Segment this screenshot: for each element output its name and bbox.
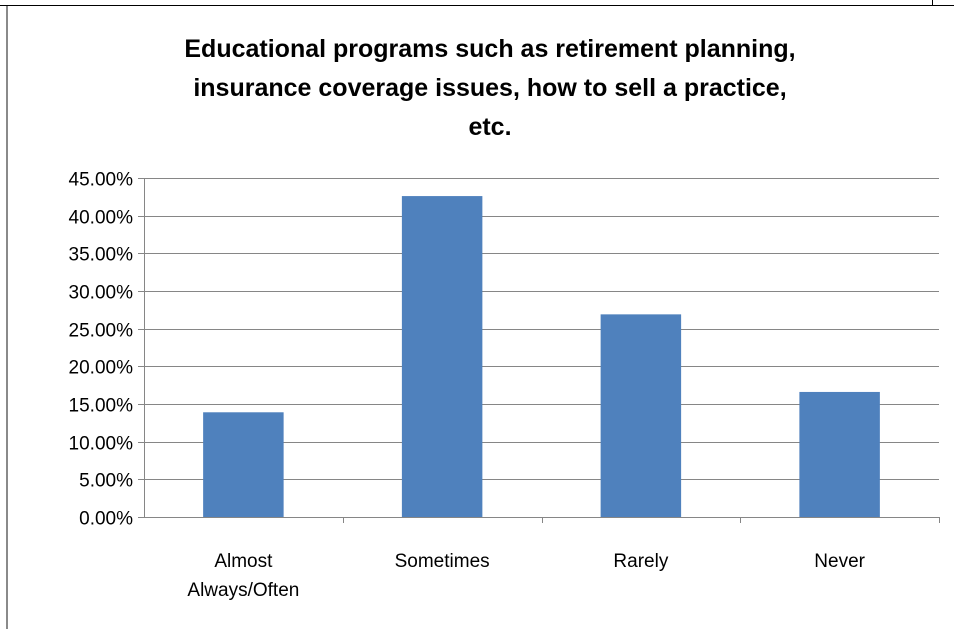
y-tick-label: 10.00% — [69, 434, 134, 455]
bar — [401, 196, 483, 517]
x-category-label: Almost Always/Often — [187, 551, 299, 601]
y-tick-label: 35.00% — [69, 245, 134, 266]
bar — [203, 412, 284, 517]
y-tick-label: 40.00% — [69, 208, 134, 229]
y-tick-label: 30.00% — [69, 283, 134, 304]
x-category-label: Rarely — [613, 551, 668, 572]
chart-title: Educational programs such as retirement … — [184, 35, 795, 141]
y-tick-label: 15.00% — [69, 396, 134, 417]
chart-title-line-1: Educational programs such as retirement … — [184, 35, 795, 63]
y-tick-label: 25.00% — [69, 321, 134, 342]
x-category-label-line: Always/Often — [187, 580, 299, 601]
y-tick-label: 20.00% — [69, 358, 134, 379]
chart-title-line-3: etc. — [468, 113, 511, 141]
plot-area: 0.00% 5.00% 10.00% 15.00% 20.00% 25.00% 30.00%… — [69, 170, 940, 601]
y-tick-label: 0.00% — [79, 509, 133, 530]
x-category-label-line: Almost — [214, 551, 273, 572]
chart-title-line-2: insurance coverage issues, how to sell a… — [193, 74, 786, 102]
y-tick-label: 5.00% — [79, 471, 133, 492]
x-category-label-line: Never — [814, 551, 865, 572]
x-category-label-line: Rarely — [613, 551, 668, 572]
y-tick-label: 45.00% — [69, 170, 134, 191]
bar — [600, 314, 682, 517]
bar — [799, 391, 880, 517]
x-category-label: Never — [814, 551, 865, 572]
x-category-label-line: Sometimes — [395, 551, 490, 572]
x-category-label: Sometimes — [395, 551, 490, 572]
